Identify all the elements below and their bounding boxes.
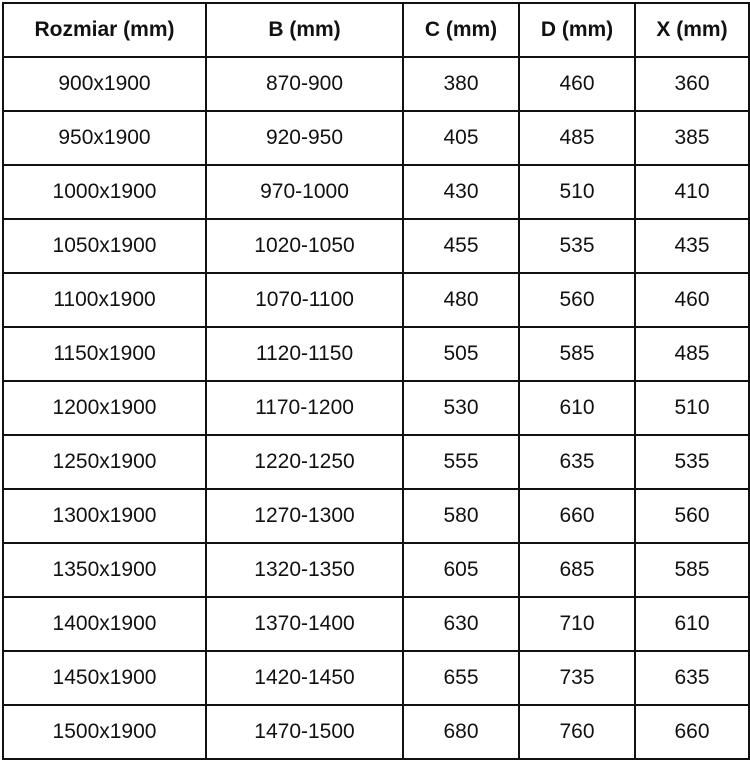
table-cell: 660	[634, 704, 750, 760]
table-cell: 1270-1300	[205, 488, 404, 544]
table-cell: 1250x1900	[2, 434, 207, 490]
table-cell: 460	[634, 272, 750, 328]
table-cell: 1320-1350	[205, 542, 404, 598]
table-cell: 1070-1100	[205, 272, 404, 328]
table-cell: 560	[634, 488, 750, 544]
table-cell: 970-1000	[205, 164, 404, 220]
table-row: 1200x1900 1170-1200 530 610 510	[2, 380, 750, 436]
table-cell: 1200x1900	[2, 380, 207, 436]
table-cell: 535	[518, 218, 636, 274]
table-cell: 410	[634, 164, 750, 220]
table-row: 1100x1900 1070-1100 480 560 460	[2, 272, 750, 328]
table-cell: 455	[402, 218, 520, 274]
column-header: B (mm)	[205, 2, 404, 58]
table-row: 1300x1900 1270-1300 580 660 560	[2, 488, 750, 544]
table-cell: 1100x1900	[2, 272, 207, 328]
table-cell: 610	[518, 380, 636, 436]
table-cell: 1400x1900	[2, 596, 207, 652]
table-cell: 405	[402, 110, 520, 166]
table-cell: 535	[634, 434, 750, 490]
table-cell: 630	[402, 596, 520, 652]
table-cell: 635	[634, 650, 750, 706]
table-cell: 660	[518, 488, 636, 544]
table-row: 1500x1900 1470-1500 680 760 660	[2, 704, 750, 760]
table-row: 1050x1900 1020-1050 455 535 435	[2, 218, 750, 274]
table-cell: 605	[402, 542, 520, 598]
table-cell: 480	[402, 272, 520, 328]
column-header: C (mm)	[402, 2, 520, 58]
column-header: X (mm)	[634, 2, 750, 58]
table-row: 1400x1900 1370-1400 630 710 610	[2, 596, 750, 652]
table-cell: 1300x1900	[2, 488, 207, 544]
table-cell: 1120-1150	[205, 326, 404, 382]
table-cell: 1500x1900	[2, 704, 207, 760]
table-cell: 1000x1900	[2, 164, 207, 220]
table-cell: 635	[518, 434, 636, 490]
table-cell: 510	[634, 380, 750, 436]
table-cell: 1470-1500	[205, 704, 404, 760]
table-cell: 870-900	[205, 56, 404, 112]
table-cell: 1050x1900	[2, 218, 207, 274]
table-cell: 430	[402, 164, 520, 220]
table-cell: 680	[402, 704, 520, 760]
table-row: 950x1900 920-950 405 485 385	[2, 110, 750, 166]
table-cell: 485	[518, 110, 636, 166]
table-cell: 1020-1050	[205, 218, 404, 274]
table-cell: 685	[518, 542, 636, 598]
table-cell: 585	[518, 326, 636, 382]
table-cell: 485	[634, 326, 750, 382]
table-cell: 1450x1900	[2, 650, 207, 706]
table-cell: 360	[634, 56, 750, 112]
column-header: D (mm)	[518, 2, 636, 58]
table-cell: 510	[518, 164, 636, 220]
table-cell: 380	[402, 56, 520, 112]
table-cell: 1220-1250	[205, 434, 404, 490]
table-cell: 435	[634, 218, 750, 274]
table-cell: 760	[518, 704, 636, 760]
table-cell: 950x1900	[2, 110, 207, 166]
table-cell: 900x1900	[2, 56, 207, 112]
table-cell: 585	[634, 542, 750, 598]
table-cell: 735	[518, 650, 636, 706]
table-cell: 560	[518, 272, 636, 328]
column-header: Rozmiar (mm)	[2, 2, 207, 58]
table-cell: 1370-1400	[205, 596, 404, 652]
table-row: 900x1900 870-900 380 460 360	[2, 56, 750, 112]
header-row: Rozmiar (mm) B (mm) C (mm) D (mm) X (mm)	[2, 2, 750, 58]
table-cell: 1150x1900	[2, 326, 207, 382]
table-cell: 580	[402, 488, 520, 544]
table-row: 1150x1900 1120-1150 505 585 485	[2, 326, 750, 382]
table-cell: 610	[634, 596, 750, 652]
table-row: 1250x1900 1220-1250 555 635 535	[2, 434, 750, 490]
table-row: 1000x1900 970-1000 430 510 410	[2, 164, 750, 220]
table-cell: 1170-1200	[205, 380, 404, 436]
table-cell: 710	[518, 596, 636, 652]
table-cell: 920-950	[205, 110, 404, 166]
table-cell: 530	[402, 380, 520, 436]
table-cell: 1350x1900	[2, 542, 207, 598]
table-cell: 505	[402, 326, 520, 382]
table-cell: 385	[634, 110, 750, 166]
table-cell: 460	[518, 56, 636, 112]
table-cell: 555	[402, 434, 520, 490]
table-cell: 655	[402, 650, 520, 706]
table-row: 1350x1900 1320-1350 605 685 585	[2, 542, 750, 598]
table-cell: 1420-1450	[205, 650, 404, 706]
table-row: 1450x1900 1420-1450 655 735 635	[2, 650, 750, 706]
